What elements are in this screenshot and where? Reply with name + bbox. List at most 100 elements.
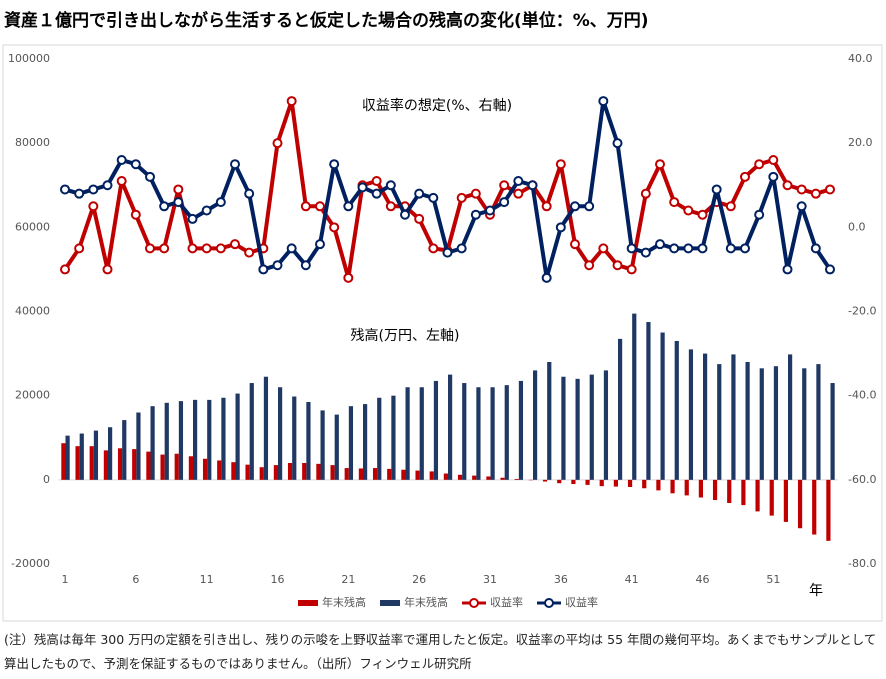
bar xyxy=(773,366,779,480)
line-marker xyxy=(300,260,311,271)
bar xyxy=(429,471,434,480)
line-marker xyxy=(655,239,665,250)
bar xyxy=(547,362,552,480)
bar xyxy=(108,427,113,480)
line-marker xyxy=(244,188,255,199)
line-marker xyxy=(159,243,170,254)
line-marker xyxy=(159,201,170,212)
line-marker xyxy=(499,197,510,208)
line-marker xyxy=(740,243,750,254)
line-marker xyxy=(116,155,127,165)
line-marker xyxy=(74,188,85,199)
bar xyxy=(207,399,212,480)
y2-tick-label: -20.0 xyxy=(848,305,876,318)
bar xyxy=(812,479,817,535)
bar xyxy=(245,464,250,480)
bar xyxy=(344,468,349,480)
line-marker xyxy=(88,184,99,195)
bar xyxy=(160,454,165,480)
bar xyxy=(698,479,703,498)
bar xyxy=(745,362,750,480)
line-marker xyxy=(116,176,127,187)
line-marker xyxy=(740,171,750,182)
line-marker xyxy=(244,247,255,258)
bar xyxy=(164,402,169,480)
line-marker xyxy=(669,197,680,208)
legend-swatch xyxy=(380,600,400,606)
bar xyxy=(65,435,70,480)
x-tick-label: 6 xyxy=(132,573,139,586)
bar xyxy=(387,468,392,480)
line-marker xyxy=(612,138,623,149)
line-marker xyxy=(130,159,141,170)
bar xyxy=(221,397,226,480)
line-marker xyxy=(60,264,70,275)
line-marker xyxy=(555,159,566,170)
line-marker xyxy=(456,243,467,254)
bar xyxy=(330,465,335,480)
line-marker xyxy=(470,209,481,220)
x-tick-label: 21 xyxy=(341,573,355,586)
bar xyxy=(816,364,821,480)
bar xyxy=(656,479,661,491)
bar xyxy=(443,473,448,480)
y-tick-label: -20000 xyxy=(11,557,50,570)
line-marker xyxy=(230,239,240,250)
bar xyxy=(589,374,594,480)
line-marker xyxy=(442,247,453,258)
line-marker xyxy=(513,176,524,187)
bar xyxy=(500,477,505,480)
line-marker xyxy=(796,201,807,212)
x-tick-label: 1 xyxy=(62,573,69,586)
note: (注）残高は毎年 300 万円の定額を引き出し、残りの示唆を上野収益率で運用した… xyxy=(4,632,877,671)
bar xyxy=(542,479,548,482)
bar xyxy=(727,479,732,503)
bar xyxy=(759,368,764,480)
line-marker xyxy=(385,180,396,191)
bar xyxy=(755,479,760,512)
bar xyxy=(405,387,410,480)
bar xyxy=(830,383,835,480)
line-marker xyxy=(810,243,821,254)
bar xyxy=(334,414,339,480)
line-marker xyxy=(825,184,835,195)
bar xyxy=(826,479,831,541)
bar xyxy=(193,399,198,480)
bar xyxy=(287,463,293,480)
bar xyxy=(457,474,463,480)
bar xyxy=(802,368,807,480)
line-marker xyxy=(300,201,311,212)
line-marker xyxy=(145,171,155,182)
bar xyxy=(769,479,774,516)
bar xyxy=(273,465,278,480)
line-marker xyxy=(385,201,396,212)
line-marker xyxy=(272,260,283,271)
x-tick-label: 46 xyxy=(696,573,710,586)
bar xyxy=(93,430,99,480)
bar xyxy=(302,463,307,480)
line-marker xyxy=(584,260,595,271)
x-tick-label: 26 xyxy=(412,573,426,586)
line-marker xyxy=(683,205,694,216)
bar xyxy=(490,387,495,480)
legend-label: 年末残高 xyxy=(322,595,366,609)
bar xyxy=(486,476,491,480)
bar xyxy=(571,479,576,485)
line-marker xyxy=(796,184,807,195)
line-marker xyxy=(754,159,765,170)
bar xyxy=(504,385,509,480)
bar xyxy=(688,349,694,480)
bar xyxy=(462,383,467,480)
line-marker xyxy=(286,243,297,254)
line-marker xyxy=(768,171,779,182)
line-marker xyxy=(428,243,439,254)
legend-swatch xyxy=(469,598,479,608)
line-marker xyxy=(343,272,354,283)
bar xyxy=(660,332,665,480)
bar xyxy=(391,395,396,480)
line-marker xyxy=(201,205,212,216)
line-marker xyxy=(640,188,651,199)
line-marker xyxy=(725,243,736,254)
x-tick-label: 16 xyxy=(271,573,285,586)
bar xyxy=(263,376,269,480)
